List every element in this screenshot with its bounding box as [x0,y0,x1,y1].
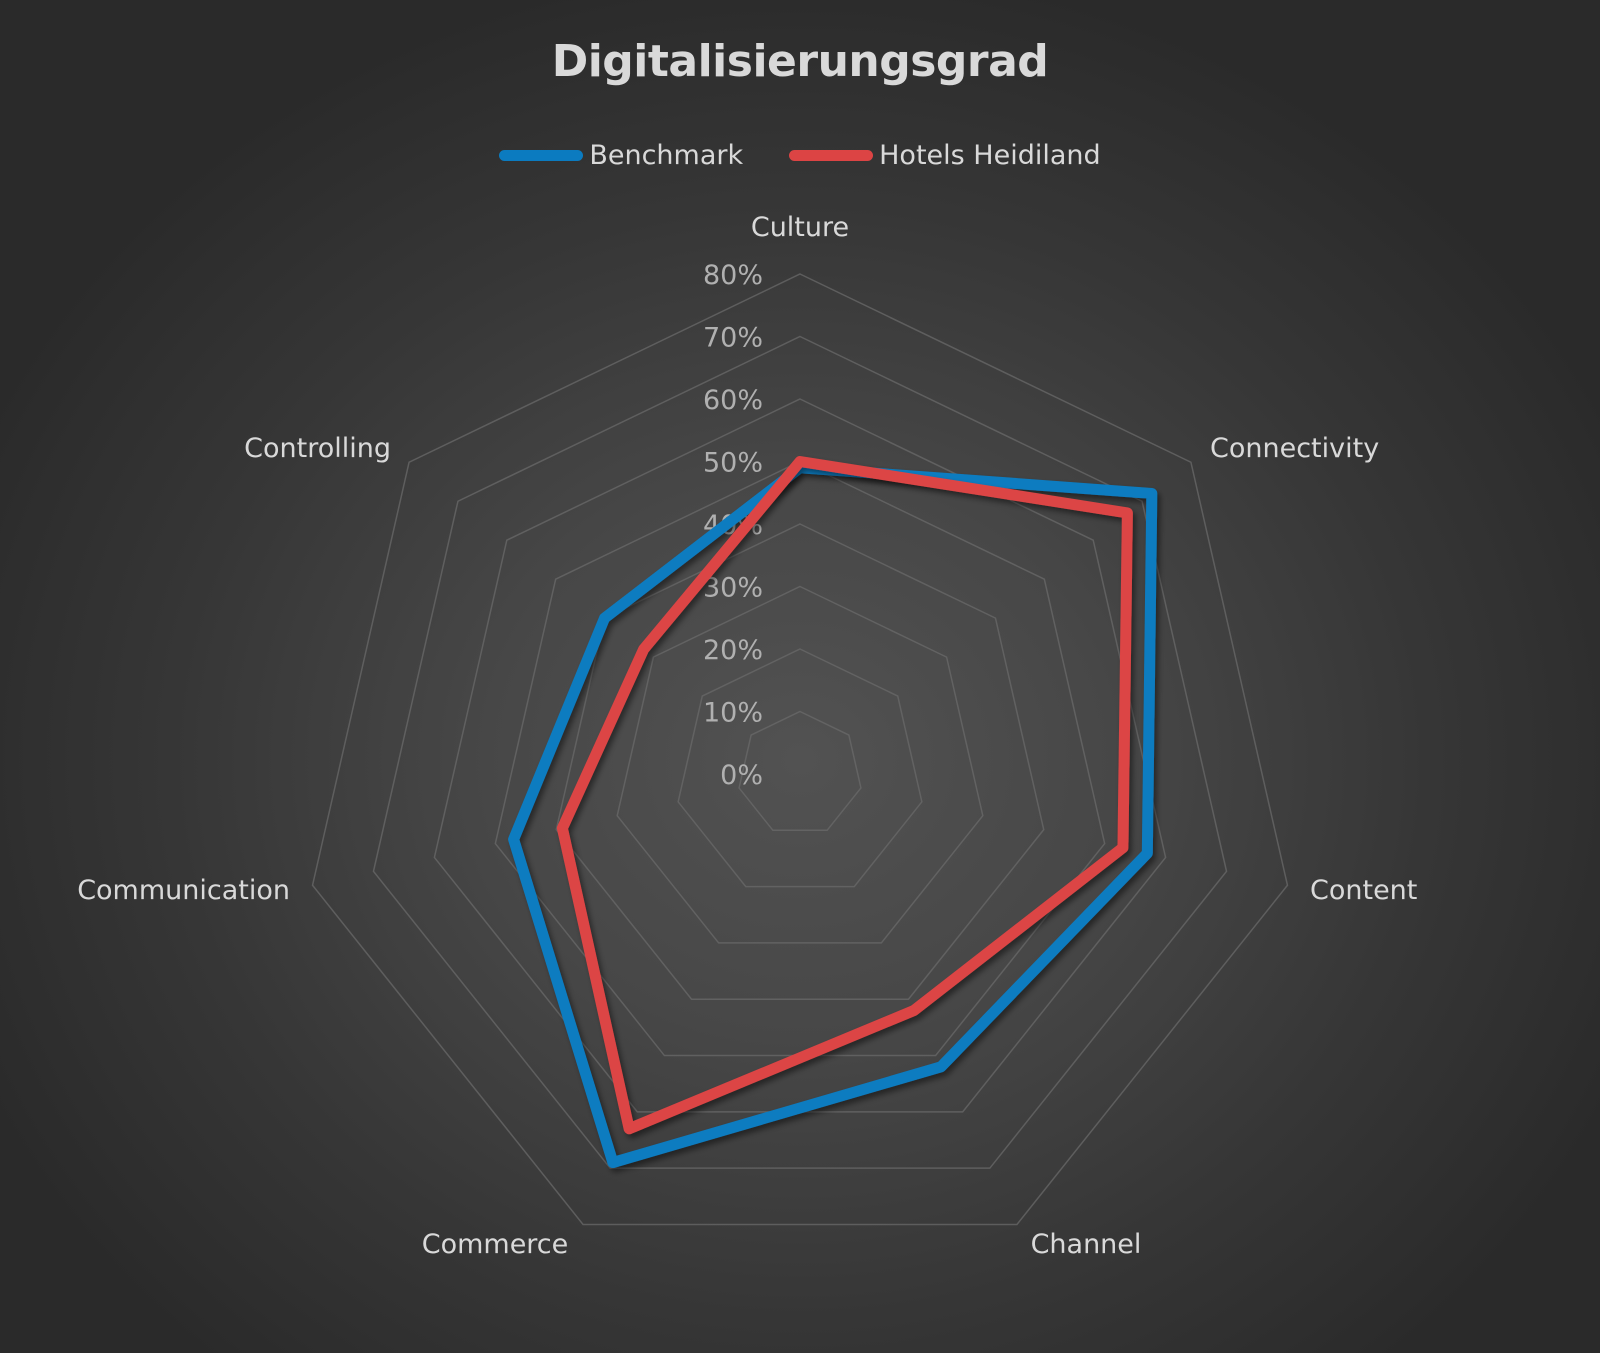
legend-item-benchmark[interactable]: Benchmark [499,140,743,171]
legend-swatch-benchmark [499,150,584,161]
radial-tick-label: 10% [703,698,763,729]
grid-rings [311,273,1289,1226]
legend-swatch-hotels-heidiland [789,150,874,161]
radial-tick-label: 30% [703,573,763,604]
radial-tick-label: 0% [720,760,763,791]
axis-labels: Culture Connectivity Content Channel Commerc… [77,212,1417,1260]
axis-label-commerce: Commerce [422,1229,569,1260]
legend-item-hotels-heidiland[interactable]: Hotels Heidiland [789,140,1101,171]
axis-label-content: Content [1310,875,1417,906]
grid-ring [494,460,1106,1057]
legend-label-benchmark: Benchmark [589,140,744,171]
radial-tick-label: 50% [703,448,763,479]
grid-ring [616,585,984,944]
axis-label-communication: Communication [77,875,290,906]
radial-tick-label: 80% [703,260,763,291]
axis-label-channel: Channel [1031,1229,1142,1260]
legend: Benchmark Hotels Heidiland [0,140,1600,171]
chart-title: Digitalisierungsgrad [551,36,1049,87]
axis-label-connectivity: Connectivity [1210,433,1379,464]
axis-label-culture: Culture [751,212,849,243]
radial-tick-label: 70% [703,323,763,354]
legend-label-hotels-heidiland: Hotels Heidiland [879,140,1101,171]
grid-ring [738,710,862,832]
grid-ring [677,648,923,888]
series-line-hotels-heidiland[interactable] [556,456,1133,1135]
series-lines [508,456,1158,1169]
series-line-benchmark[interactable] [508,462,1158,1169]
radial-tick-label: 20% [703,635,763,666]
radial-tick-label: 60% [703,385,763,416]
grid-ring [311,273,1289,1226]
grid-ring [555,523,1045,1000]
axis-label-controlling: Controlling [244,433,391,464]
